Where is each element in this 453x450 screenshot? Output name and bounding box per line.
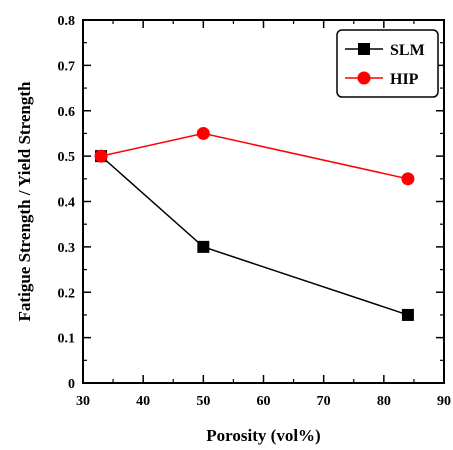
series-layer [94,126,415,321]
legend-hip-label: HIP [390,71,419,88]
series-slm-point [401,308,414,321]
y-tick-label: 0.7 [58,59,76,74]
y-tick-label: 0.8 [58,14,76,29]
series-slm-point [197,240,210,253]
y-tick-label: 0 [68,377,75,392]
legend-slm-label: SLM [390,42,425,59]
y-tick-label: 0.1 [58,332,76,347]
y-tick-label: 0.3 [58,241,76,256]
x-tick-label: 70 [317,394,331,409]
x-tick-label: 60 [257,394,271,409]
series-hip-point [94,149,108,163]
series-hip-point [196,126,210,140]
y-tick-label: 0.2 [58,286,76,301]
x-tick-label: 30 [76,394,90,409]
series-slm-line [100,155,409,316]
x-tick-label: 40 [136,394,150,409]
legend-hip-marker [357,71,371,85]
series-hip-point [401,172,415,186]
x-tick-label: 50 [196,394,210,409]
x-tick-label: 90 [437,394,451,409]
series-hip-line [100,132,409,180]
legend-box [336,29,439,98]
x-axis-label: Porosity (vol%) [206,426,320,445]
ticks: 30 40 50 60 70 80 90 0 0.1 0.2 0.3 0.4 0.5 0.6 0.7 0.8 [58,14,452,409]
y-axis-label: Fatigue Strength / Yield Strength [15,81,34,321]
legend-slm-marker [358,43,370,55]
y-tick-label: 0.5 [58,150,76,165]
legend: SLM HIP [336,29,439,98]
y-tick-label: 0.4 [58,196,76,211]
x-tick-label: 80 [377,394,391,409]
y-tick-label: 0.6 [58,105,76,120]
